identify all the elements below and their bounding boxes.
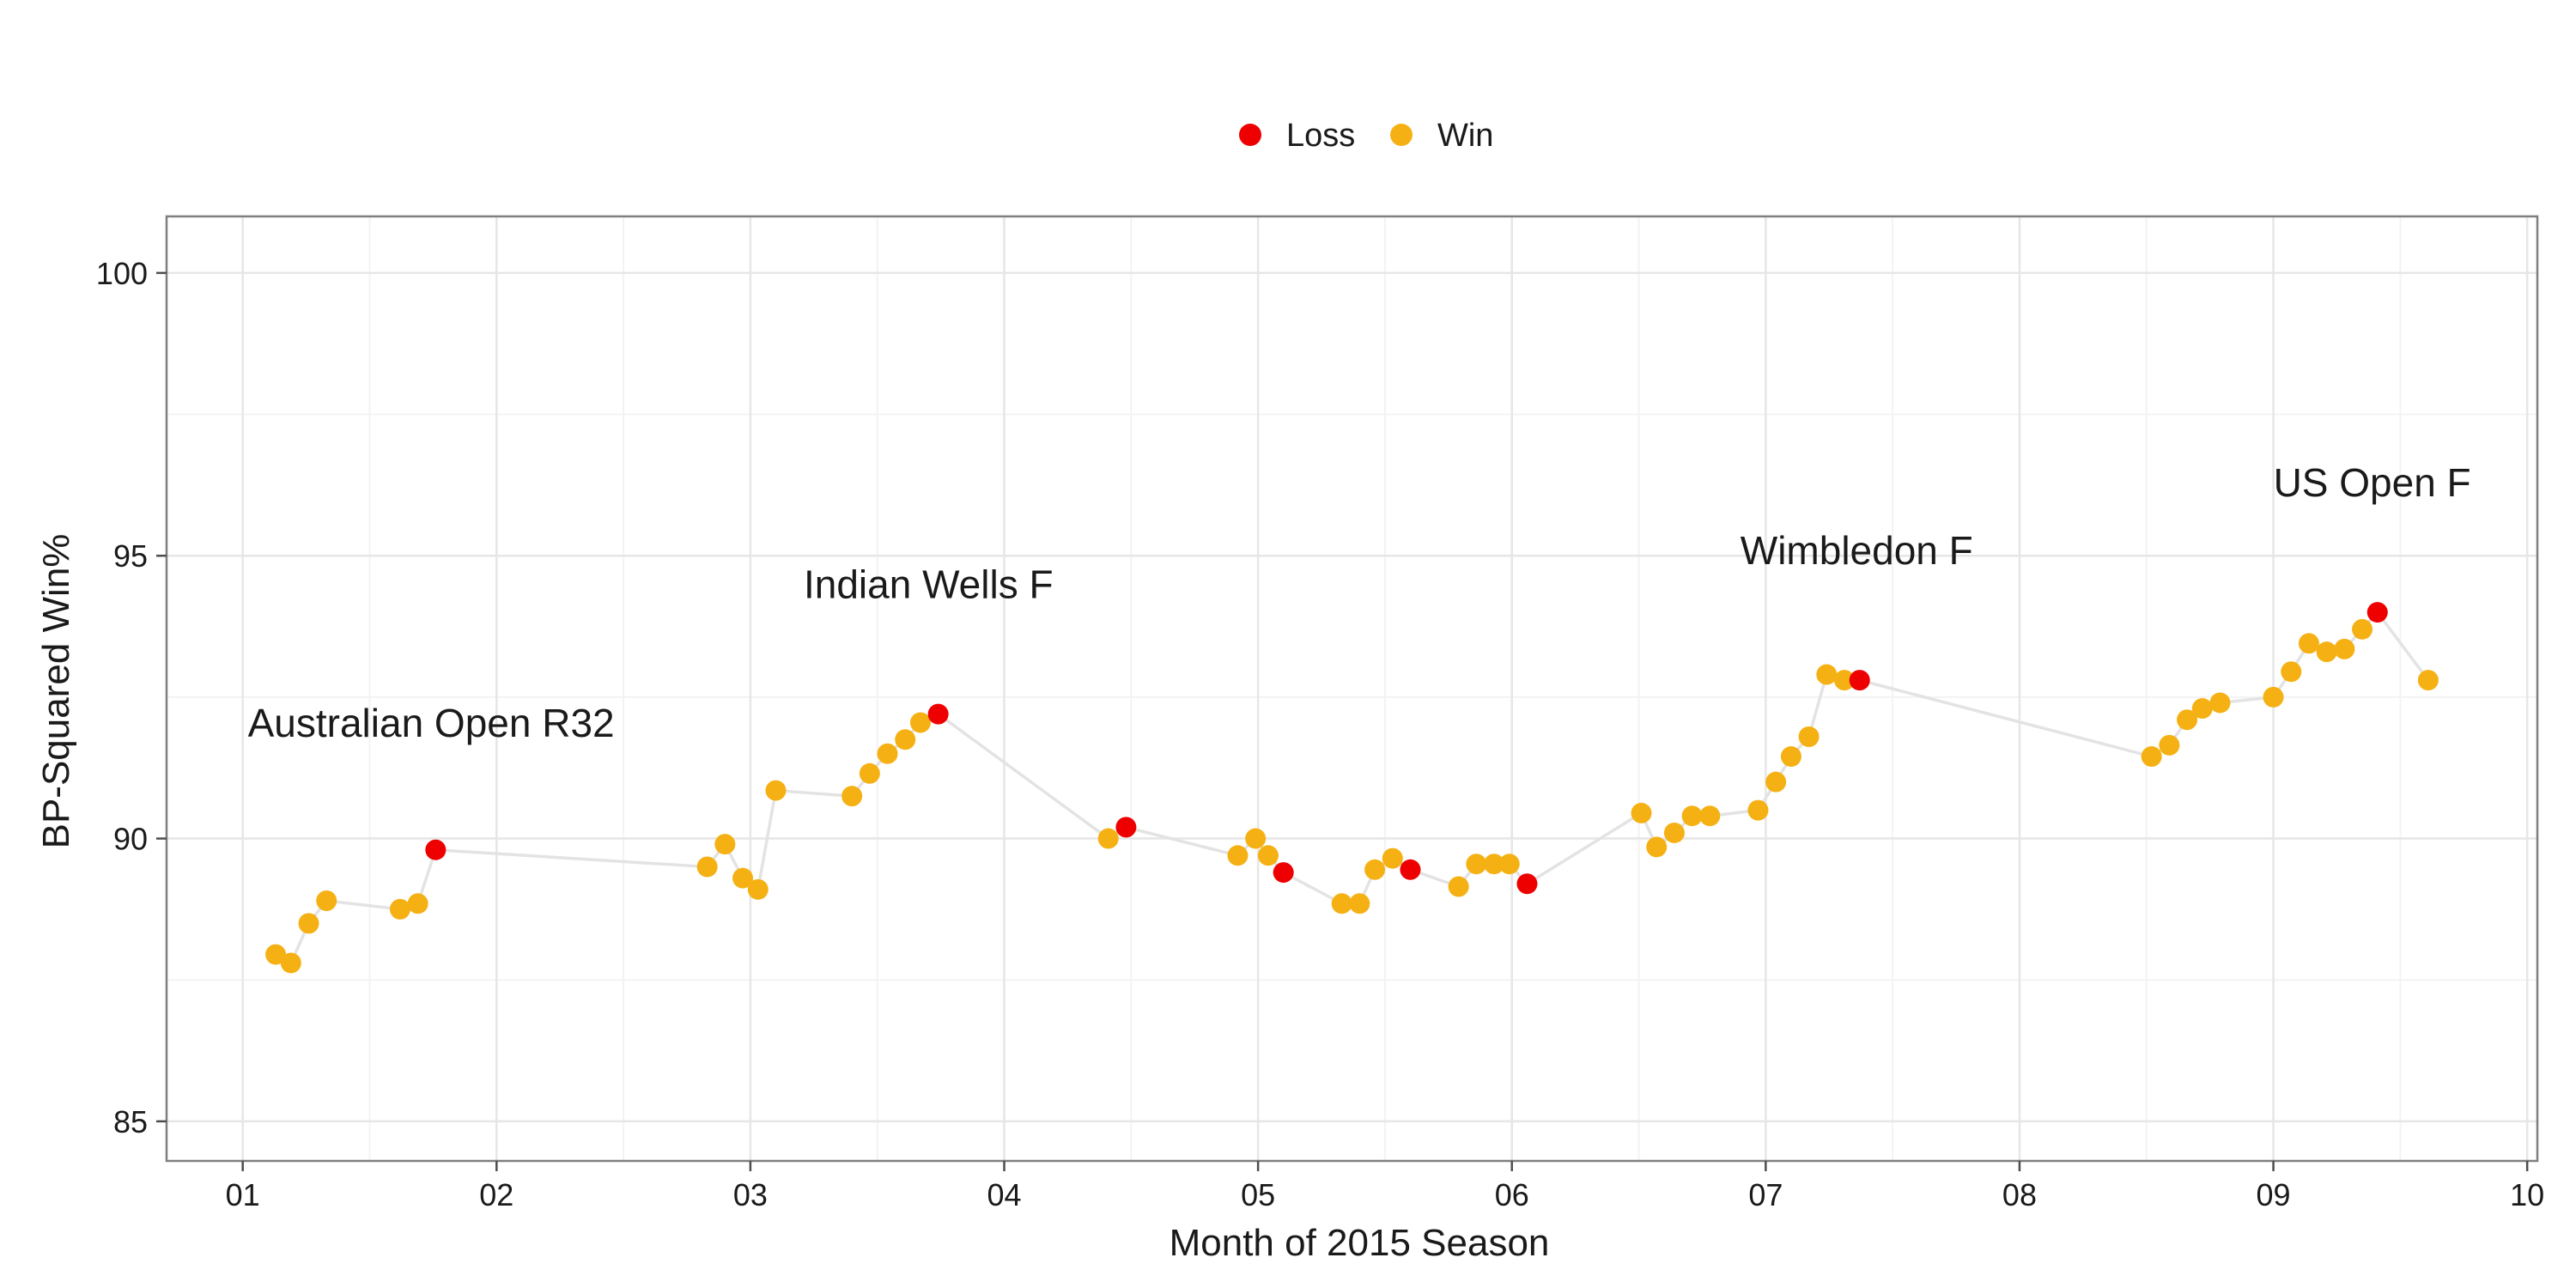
loss-point: [1400, 859, 1421, 880]
win-point: [841, 786, 863, 807]
plot-panel: [167, 216, 2537, 1161]
tournament-annotation: Australian Open R32: [248, 701, 615, 745]
loss-point: [1516, 873, 1538, 895]
win-point: [389, 898, 410, 920]
win-point: [316, 890, 337, 912]
loss-point: [927, 703, 949, 725]
win-point: [747, 878, 769, 900]
win-point: [1833, 670, 1855, 691]
win-point: [765, 780, 787, 801]
x-tick-label: 05: [1241, 1177, 1275, 1212]
y-tick-label: 100: [96, 256, 148, 291]
x-tick-label: 10: [2510, 1177, 2544, 1212]
win-point: [1798, 726, 1820, 747]
win-point: [1484, 854, 1505, 875]
x-tick-label: 01: [226, 1177, 260, 1212]
win-point: [877, 743, 898, 764]
win-point: [2352, 618, 2373, 640]
y-axis-title: BP-Squared Win%: [35, 534, 77, 849]
win-point: [2298, 633, 2319, 654]
legend-key-win: [1390, 124, 1413, 146]
win-point: [1227, 845, 1249, 866]
win-point: [407, 893, 428, 914]
win-point: [1349, 893, 1370, 914]
x-tick-label: 09: [2257, 1177, 2291, 1212]
win-point: [732, 867, 754, 889]
win-point: [1257, 845, 1279, 866]
y-tick-label: 95: [113, 538, 148, 574]
win-point: [909, 712, 931, 733]
win-point: [2191, 698, 2213, 720]
win-point: [2316, 641, 2337, 663]
x-tick-label: 02: [479, 1177, 513, 1212]
win-point: [2334, 638, 2355, 659]
legend-label-loss: Loss: [1286, 118, 1355, 154]
y-tick-label: 90: [113, 822, 148, 857]
x-tick-label: 07: [1748, 1177, 1783, 1212]
win-point: [1765, 771, 1787, 793]
win-point: [2159, 734, 2180, 756]
x-tick-label: 04: [987, 1177, 1021, 1212]
win-point: [1681, 805, 1703, 827]
win-point: [1245, 828, 1267, 849]
y-tick-label: 85: [113, 1104, 148, 1139]
win-point: [1364, 859, 1386, 880]
win-point: [2177, 709, 2198, 731]
x-tick-label: 08: [2002, 1177, 2037, 1212]
win-point: [1097, 828, 1119, 849]
plot-area: Australian Open R32 Indian Wells F Wimbled…: [165, 215, 2539, 1163]
tournament-annotation: Indian Wells F: [804, 562, 1054, 607]
legend-label-win: Win: [1437, 118, 1493, 154]
win-point: [1780, 746, 1801, 768]
win-point: [2417, 670, 2439, 691]
loss-point: [425, 839, 447, 860]
win-point: [859, 762, 880, 784]
loss-point: [1273, 862, 1294, 884]
plot-border: [165, 215, 2539, 1163]
win-point: [1448, 876, 1469, 897]
win-point: [1631, 802, 1652, 823]
legend-key-loss: [1239, 124, 1261, 146]
win-point: [696, 856, 718, 878]
win-point: [1747, 799, 1769, 821]
win-point: [1498, 854, 1520, 875]
win-point: [1382, 848, 1403, 869]
x-axis-title: Month of 2015 Season: [1170, 1222, 1550, 1264]
win-point: [1816, 664, 1838, 685]
tournament-annotation: Wimbledon F: [1741, 528, 1973, 573]
win-point: [265, 944, 287, 965]
loss-point: [2366, 602, 2388, 623]
chart-axes: Month of 2015 Season BP-Squared Win% 01 0…: [35, 256, 2544, 1264]
x-tick-label: 03: [733, 1177, 768, 1212]
win-point: [2281, 661, 2302, 683]
win-point: [1699, 805, 1721, 827]
loss-point: [1115, 817, 1137, 838]
win-point: [2209, 692, 2231, 714]
win-point: [714, 834, 736, 855]
win-point: [280, 952, 301, 974]
win-point: [1331, 893, 1352, 914]
win-point: [298, 913, 319, 934]
win-point: [2141, 746, 2162, 768]
win-point: [2263, 686, 2284, 708]
win-point: [1663, 822, 1685, 843]
win-point: [1466, 854, 1487, 875]
win-point: [895, 729, 916, 750]
win-point: [1646, 836, 1668, 858]
chart-legend: Loss Win: [1239, 118, 1493, 154]
tournament-annotation: US Open F: [2274, 460, 2471, 505]
loss-point: [1849, 670, 1870, 691]
x-tick-label: 06: [1495, 1177, 1529, 1212]
